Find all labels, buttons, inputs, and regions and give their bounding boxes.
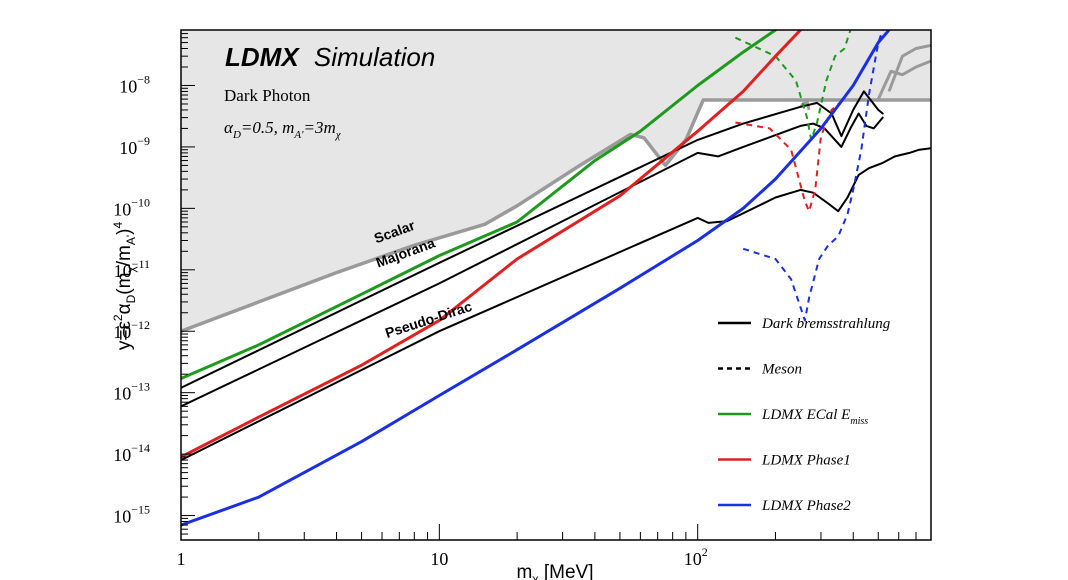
- excluded-region-line-2: [887, 43, 931, 92]
- series-green: [181, 30, 777, 380]
- y-tick-base: 10: [113, 384, 131, 404]
- y-tick-base: 10: [113, 507, 131, 527]
- legend-label-text: LDMX Phase1: [761, 453, 851, 469]
- ylabel-esup: 4: [111, 222, 125, 229]
- excluded-region-layer: [181, 30, 931, 333]
- params-D: D: [232, 129, 241, 141]
- y-tick-label: 10−14: [113, 441, 150, 465]
- legend-label: LDMX Phase2: [761, 498, 851, 514]
- xlabel-m: m: [516, 562, 532, 580]
- ylabel-a: y=ε: [114, 321, 135, 351]
- ylabel-d: /m: [114, 245, 135, 266]
- title-bold: LDMX: [225, 42, 300, 72]
- frame-layer: [180, 29, 932, 541]
- title-rest: Simulation: [314, 42, 435, 72]
- legend-label-text: LDMX ECal E: [761, 407, 850, 423]
- y-axis-label: y=ε2αD(mχ/mA')4: [111, 222, 138, 351]
- x-axis-label: mχ [MeV]: [516, 562, 593, 580]
- params-label: αD=0.5, mA'=3mχ: [224, 118, 342, 141]
- ylabel-a2: 2: [111, 314, 125, 321]
- y-tick-exp: −11: [132, 257, 150, 271]
- series-pseudodirac: [181, 147, 931, 462]
- x-tick-label: 102: [684, 545, 708, 569]
- series-meson-blue: [742, 30, 884, 322]
- y-tick-exp: −10: [131, 195, 150, 209]
- legend-label: Meson: [761, 362, 802, 378]
- legend-label-sub: miss: [850, 416, 868, 427]
- subtitle: Dark Photon: [224, 86, 311, 105]
- y-tick-exp: −15: [131, 503, 150, 517]
- params-m: m: [282, 118, 294, 137]
- y-tick-label: 10−15: [113, 503, 150, 527]
- x-tick-label: 10: [430, 549, 448, 569]
- y-tick-base: 10: [119, 76, 137, 96]
- series-meson-green: [734, 30, 852, 141]
- params-Ap: A': [293, 129, 304, 141]
- legend-label-text: Meson: [761, 362, 802, 378]
- y-tick-base: 10: [119, 138, 137, 158]
- params-eq1: =0.5,: [241, 118, 282, 137]
- y-tick-exp: −8: [137, 72, 150, 86]
- params-eq2: =3m: [303, 118, 335, 137]
- legend-label-text: LDMX Phase2: [761, 498, 851, 514]
- y-tick-label: 10−10: [113, 195, 150, 219]
- ylabel-bsub: D: [124, 294, 138, 303]
- chart-title: LDMX Simulation: [225, 42, 435, 72]
- y-tick-base: 10: [113, 445, 131, 465]
- legend-label: LDMX ECal Emiss: [761, 407, 868, 427]
- y-tick-exp: −14: [131, 441, 150, 455]
- series-red: [181, 30, 802, 459]
- ylabel-c: (m: [114, 273, 135, 295]
- xlabel-unit: [MeV]: [539, 562, 594, 580]
- y-tick-label: 10−13: [113, 380, 150, 404]
- plot-frame: [180, 29, 932, 541]
- series-meson-red: [735, 87, 852, 213]
- y-tick-exp: −12: [131, 318, 150, 332]
- x-tick-label: 1: [177, 549, 186, 569]
- xlabel-sub: χ: [532, 572, 539, 580]
- ylabel-b: α: [114, 303, 135, 314]
- excluded-region-line-1: [876, 59, 931, 100]
- series-blue: [181, 30, 891, 527]
- series-scalar: [181, 90, 884, 389]
- ylabel-e: ): [114, 229, 135, 235]
- y-tick-label: 10−12: [113, 318, 150, 342]
- legend-label-text: Dark bremsstrahlung: [761, 316, 891, 332]
- y-tick-base: 10: [113, 322, 131, 342]
- ylabel-csub: χ: [124, 266, 138, 273]
- series-layer: [181, 30, 931, 527]
- excluded-region-boundary: [181, 98, 931, 333]
- x-tick-base: 10: [684, 549, 702, 569]
- y-tick-label: 10−11: [114, 257, 150, 281]
- y-tick-base: 10: [114, 261, 132, 281]
- legend-label: Dark bremsstrahlung: [761, 316, 891, 332]
- y-tick-exp: −13: [131, 380, 150, 394]
- y-tick-exp: −9: [137, 134, 150, 148]
- y-tick-label: 10−9: [119, 134, 150, 158]
- legend-label: LDMX Phase1: [761, 453, 851, 469]
- y-tick-base: 10: [113, 199, 131, 219]
- y-tick-label: 10−8: [119, 72, 150, 96]
- x-tick-exp: 2: [702, 545, 708, 559]
- params-alpha: α: [224, 118, 234, 137]
- x-tick-base: 1: [177, 549, 186, 569]
- ylabel-dsub: A': [124, 235, 138, 245]
- x-tick-base: 10: [430, 549, 448, 569]
- params-chi: χ: [335, 129, 342, 141]
